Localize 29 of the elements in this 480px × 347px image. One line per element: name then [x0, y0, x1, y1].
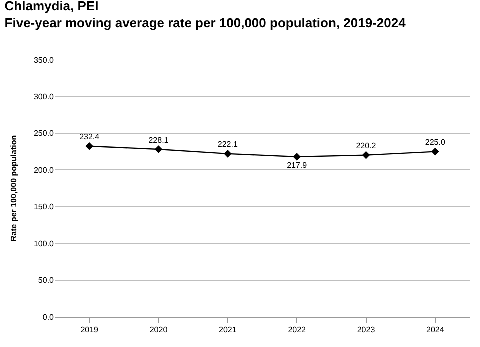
text: 222.1 — [218, 140, 238, 150]
point — [154, 146, 163, 154]
text: 225.0 — [425, 138, 446, 148]
y-tick-label: 150.0 — [34, 202, 55, 212]
x-tick-label: 2023 — [357, 326, 376, 335]
point — [432, 148, 440, 156]
y-tick-label: 350.0 — [34, 56, 55, 65]
x-tick-label: 2021 — [219, 326, 238, 335]
text: 228.1 — [148, 136, 169, 145]
y-axis-title: Rate per 100,000 population — [10, 135, 19, 242]
point — [293, 153, 301, 161]
chart-subtitle: Five-year moving average rate per 100,000 population, 2019-2024 — [4, 15, 407, 30]
y-tick-label: 0.0 — [42, 312, 55, 322]
y-tick-label: 250.0 — [34, 129, 55, 138]
y-tick-label: 200.0 — [34, 166, 55, 175]
y-tick-label: 50.0 — [38, 276, 55, 286]
point — [86, 142, 94, 150]
text: 217.9 — [287, 160, 308, 170]
text: 232.4 — [80, 132, 100, 142]
x-tick-label: 2024 — [426, 326, 445, 335]
x-tick-label: 2022 — [288, 326, 307, 335]
chart-title: Chlamydia, PEI — [4, 0, 99, 14]
text: 220.2 — [356, 142, 376, 151]
x-tick-label: 2019 — [80, 326, 100, 335]
point — [224, 150, 232, 158]
x-tick-label: 2020 — [150, 326, 168, 335]
point — [362, 151, 370, 160]
y-tick-label: 300.0 — [34, 92, 55, 102]
y-tick-label: 100.0 — [34, 239, 55, 248]
